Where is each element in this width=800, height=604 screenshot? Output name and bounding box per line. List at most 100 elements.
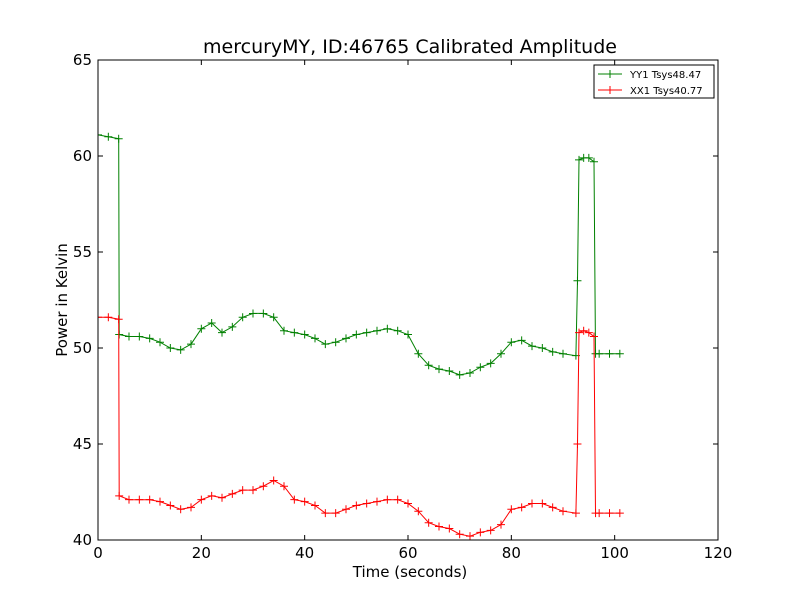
data-point [445,367,454,376]
data-point [135,495,144,504]
data-point [435,365,443,374]
data-point [114,315,123,324]
axis-ticks: 0 20 40 60 80 100 120 40 45 50 55 60 65 [73,51,732,562]
data-point [476,363,485,372]
data-point [455,370,464,379]
data-point [321,340,330,349]
y-tick-label: 60 [73,147,92,165]
data-point [176,505,185,514]
data-point [218,328,226,337]
series-layer [98,130,624,540]
data-point [383,495,392,504]
data-point [145,495,154,504]
data-point [404,330,412,339]
data-point [300,330,309,339]
data-point [331,338,340,347]
x-tick-label: 100 [600,544,629,562]
data-point [559,349,567,358]
data-point [300,497,309,506]
data-point [615,509,624,518]
data-point [352,330,361,339]
y-tick-label: 40 [73,531,92,549]
data-point [218,493,226,502]
data-point [166,501,175,510]
legend-label: YY1 Tsys48.47 [629,70,701,81]
data-point [497,349,505,358]
data-point [466,532,474,540]
data-point [605,349,614,358]
data-point [259,309,268,318]
data-point [497,520,505,529]
data-point [156,338,164,347]
legend: YY1 Tsys48.47 XX1 Tsys40.77 [593,64,715,99]
plot-frame [97,59,719,541]
y-tick-label: 65 [73,51,92,69]
x-tick-label: 40 [295,544,314,562]
legend-box [593,64,715,99]
data-point [404,499,412,508]
data-point [486,526,495,535]
data-point [238,486,247,495]
data-point [311,334,319,343]
data-point [424,518,433,527]
data-point [590,157,598,166]
data-point [605,509,614,518]
x-tick-label: 120 [704,544,733,562]
data-point [575,155,584,164]
x-tick-label: 60 [398,544,417,562]
data-point [548,347,557,356]
data-point [373,326,381,335]
data-point [476,528,485,537]
data-point [228,322,237,331]
data-point [528,342,536,351]
data-point [331,509,340,518]
y-tick-label: 50 [73,339,92,357]
data-point [197,495,206,504]
data-point [584,328,593,337]
data-point [548,503,557,512]
data-point [187,340,195,349]
chart-title: mercuryMY, ID:46765 Calibrated Amplitude [203,36,617,58]
data-point [435,522,443,531]
data-point [373,497,381,506]
data-point [207,491,216,500]
data-point [98,313,102,322]
data-point [156,497,164,506]
data-point [424,361,433,370]
legend-label: XX1 Tsys40.77 [630,86,703,97]
data-point [290,495,299,504]
data-point [595,509,604,518]
data-point [98,130,102,139]
data-point [573,440,582,448]
data-point [197,324,206,333]
y-tick-label: 55 [73,243,92,261]
series-yy1 [98,130,624,379]
data-point [104,313,113,322]
data-point [228,489,237,498]
data-point [114,134,123,143]
data-point [507,505,516,514]
data-point [259,482,268,491]
data-point [125,332,133,341]
legend-swatch-marker [606,86,614,94]
data-point [207,319,216,328]
y-tick-label: 45 [73,435,92,453]
data-point [166,344,175,352]
data-point [575,328,584,337]
data-point [342,505,350,514]
x-axis-label: Time (seconds) [352,563,468,581]
data-point [290,328,299,337]
plot-area [98,60,718,540]
data-point [352,501,361,510]
data-point [615,349,624,358]
data-point [104,132,113,141]
data-point [559,507,567,516]
series-xx1 [98,313,624,540]
data-point [579,326,588,335]
legend-swatch-marker [606,70,614,78]
data-point [466,368,474,377]
data-point [269,476,278,485]
data-point [383,324,392,333]
x-tick-label: 0 [93,544,103,562]
